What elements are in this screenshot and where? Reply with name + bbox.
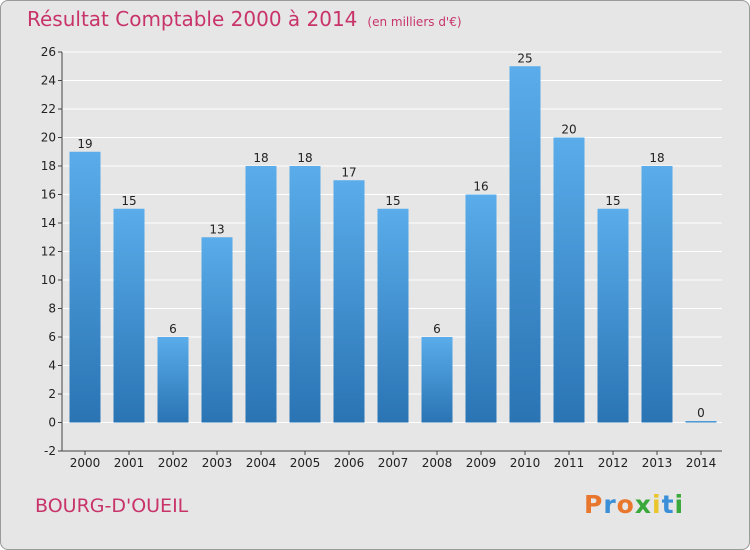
bar-2014 (685, 421, 717, 423)
bar-2000 (69, 151, 101, 423)
y-tick-label: 2 (48, 387, 56, 401)
data-label-2009: 16 (473, 180, 488, 194)
brand-letter: i (674, 490, 685, 519)
y-tick-label: 10 (41, 273, 56, 287)
x-tick-label-2001: 2001 (114, 456, 145, 470)
bar-2012 (597, 208, 629, 423)
x-tick-label-2007: 2007 (378, 456, 409, 470)
bar-2002 (157, 337, 189, 423)
x-tick-label-2002: 2002 (158, 456, 189, 470)
data-label-2013: 18 (649, 151, 664, 165)
y-tick-label: -2 (44, 444, 56, 458)
x-tick-label-2004: 2004 (246, 456, 277, 470)
x-tick-label-2014: 2014 (686, 456, 717, 470)
data-label-2010: 25 (517, 51, 532, 65)
x-tick-label-2008: 2008 (422, 456, 453, 470)
y-tick-label: 0 (48, 416, 56, 430)
chart-title-text: Résultat Comptable 2000 à 2014 (27, 7, 358, 31)
data-label-2003: 13 (209, 222, 224, 236)
bar-2005 (289, 166, 321, 423)
chart-subtitle: (en milliers d'€) (367, 15, 462, 29)
data-label-2007: 15 (385, 194, 400, 208)
y-tick-label: 4 (48, 359, 56, 373)
x-tick-label-2000: 2000 (70, 456, 101, 470)
bar-2011 (553, 137, 585, 423)
y-tick-label: 20 (41, 131, 56, 145)
x-tick-label-2009: 2009 (466, 456, 497, 470)
data-label-2000: 19 (77, 137, 92, 151)
x-tick-label-2011: 2011 (554, 456, 585, 470)
data-label-2006: 17 (341, 165, 356, 179)
y-tick-label: 18 (41, 159, 56, 173)
y-tick-label: 26 (41, 45, 56, 59)
brand-letter: P (584, 490, 604, 519)
y-tick-label: 24 (41, 74, 56, 88)
bar-2004 (245, 166, 277, 423)
data-label-2011: 20 (561, 123, 576, 137)
data-label-2004: 18 (253, 151, 268, 165)
y-tick-label: 12 (41, 245, 56, 259)
x-tick-label-2013: 2013 (642, 456, 673, 470)
data-label-2012: 15 (605, 194, 620, 208)
bar-2007 (377, 208, 409, 423)
data-label-2008: 6 (433, 322, 441, 336)
chart-title: Résultat Comptable 2000 à 2014 (en millie… (27, 7, 462, 31)
data-label-2005: 18 (297, 151, 312, 165)
brand-letter: i (652, 490, 662, 519)
y-tick-label: 22 (41, 102, 56, 116)
x-tick-label-2012: 2012 (598, 456, 629, 470)
data-label-2001: 15 (121, 194, 136, 208)
bar-2010 (509, 66, 541, 423)
x-tick-label-2005: 2005 (290, 456, 321, 470)
y-tick-label: 8 (48, 302, 56, 316)
y-tick-label: 14 (41, 216, 56, 230)
bar-2013 (641, 166, 673, 423)
data-label-2014: 0 (697, 406, 705, 420)
brand-letter: o (616, 490, 635, 519)
brand-letter: x (634, 490, 652, 519)
y-tick-label: 16 (41, 188, 56, 202)
bar-2001 (113, 208, 145, 423)
bar-2003 (201, 237, 233, 423)
brand-logo: Proxiti (584, 490, 684, 519)
bar-2006 (333, 180, 365, 423)
bar-2008 (421, 337, 453, 423)
y-tick-label: 6 (48, 330, 56, 344)
x-tick-label-2003: 2003 (202, 456, 233, 470)
location-label: BOURG-D'OUEIL (35, 495, 189, 517)
brand-letter: r (603, 490, 617, 519)
brand-letter: t (661, 490, 675, 519)
x-tick-label-2010: 2010 (510, 456, 541, 470)
data-label-2002: 6 (169, 322, 177, 336)
bar-2009 (465, 194, 497, 423)
x-tick-label-2006: 2006 (334, 456, 365, 470)
